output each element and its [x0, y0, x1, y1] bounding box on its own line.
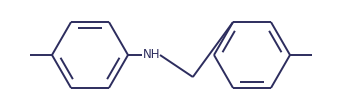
Text: NH: NH	[143, 49, 161, 61]
